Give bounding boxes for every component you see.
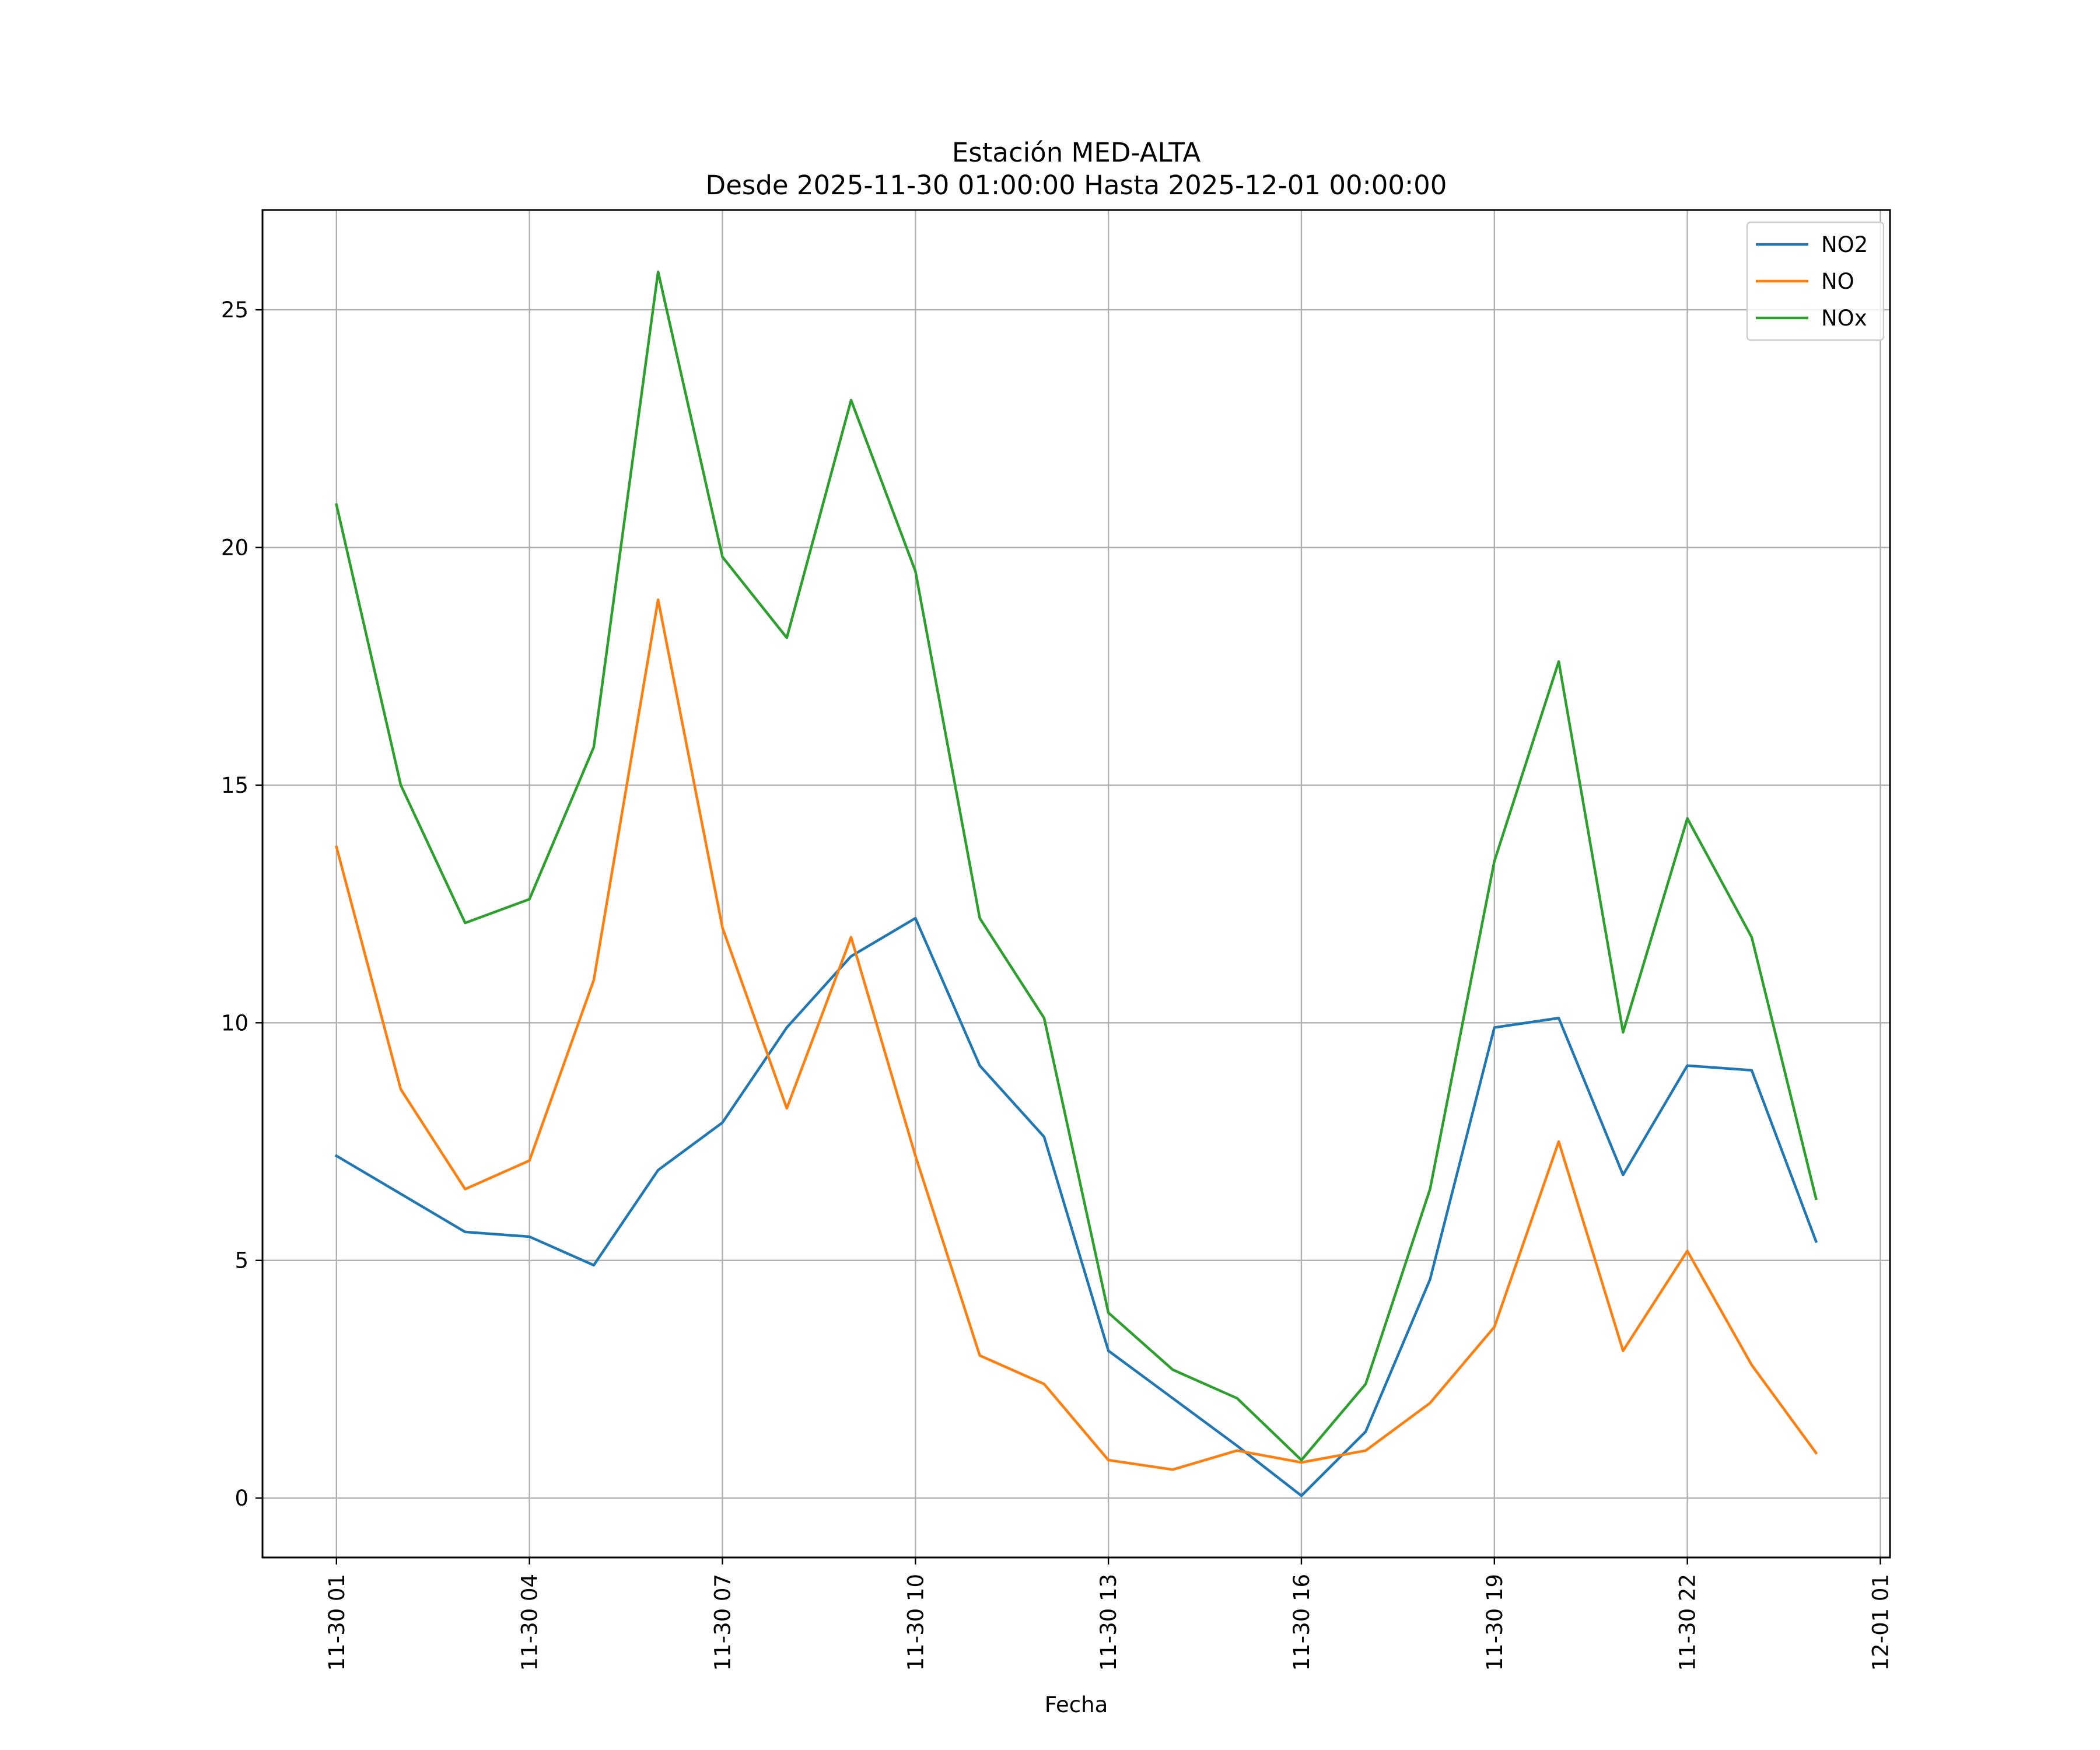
grid (262, 210, 1890, 1558)
y-tick-label: 15 (221, 773, 249, 798)
y-tick-label: 20 (221, 536, 249, 561)
series-line-no2 (334, 916, 1818, 1497)
y-axis: 0 5 10 15 20 25 (221, 298, 262, 1511)
x-tick-label: 11-30 01 (324, 1574, 349, 1671)
legend-label-no: NO (1821, 269, 1854, 294)
y-tick-label: 5 (235, 1248, 249, 1273)
x-axis-label: Fecha (1045, 1692, 1108, 1717)
series-lines (334, 270, 1818, 1497)
y-tick-label: 10 (221, 1010, 249, 1035)
x-tick-label: 11-30 04 (517, 1574, 542, 1671)
x-tick-label: 11-30 07 (710, 1574, 735, 1671)
x-tick-label: 11-30 22 (1675, 1574, 1700, 1671)
legend-label-nox: NOx (1821, 306, 1867, 331)
y-tick-label: 25 (221, 298, 249, 323)
x-axis: 11-30 01 11-30 04 11-30 07 11-30 10 11-30 13… (324, 1558, 1893, 1671)
x-tick-label: 11-30 19 (1482, 1574, 1507, 1671)
x-tick-label: 11-30 16 (1289, 1574, 1314, 1671)
x-tick-label: 12-01 01 (1868, 1574, 1893, 1671)
legend-label-no2: NO2 (1821, 232, 1868, 257)
y-tick-label: 0 (235, 1486, 249, 1511)
chart-subtitle: Desde 2025-11-30 01:00:00 Hasta 2025-12-… (706, 170, 1447, 201)
x-tick-label: 11-30 13 (1096, 1574, 1121, 1671)
legend-box (1746, 221, 1885, 341)
series-line-no (335, 598, 1818, 1471)
series-line-nox (335, 270, 1818, 1462)
x-tick-label: 11-30 10 (903, 1574, 928, 1671)
legend: NO2 NO NOx (1746, 221, 1885, 341)
chart-title: Estación MED-ALTA (952, 137, 1201, 168)
plot-frame (261, 209, 1891, 1559)
